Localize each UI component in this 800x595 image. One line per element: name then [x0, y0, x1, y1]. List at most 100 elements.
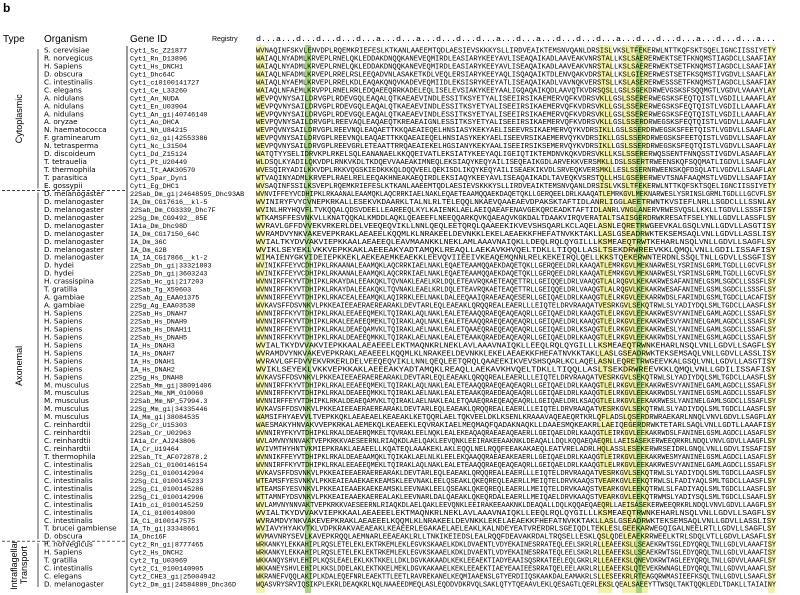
sequence: WTEAMSFYESVNKVLPKKEAIEAAEKAEKEAMSKLEEVNA… [256, 486, 777, 494]
organism: F. graminearum [44, 133, 100, 142]
organism: C. intestinalis [44, 500, 93, 509]
gene-id: IA_Hs_DNAH1 [130, 358, 175, 366]
sequence: WVKAVSFFDSVNKVLPKKEAIEEAERAEREARAKLDEVTA… [256, 470, 777, 478]
organism: N. tetrasperma [44, 141, 98, 150]
gene-id: 22Sg_Ci_0100145233 [130, 478, 203, 486]
organism: T. thermophila [43, 452, 96, 461]
sequence: WVNNIRFFKYVTDHIPKLRKALEEAEEQMEKLTQIRAKLA… [256, 462, 777, 470]
sequence: WVLAMVNYNNVAKTVEPKRKKVAESEERNLRIAQKDLAEL… [256, 438, 777, 446]
sequence: WEVPQVNYSAILDRVGPLREEVGRLETEAATTRRQAEAIE… [256, 143, 777, 151]
gene-id: 22Sab_Mm_NM_010060 [130, 390, 203, 398]
sequence: WVNNIRFFKYVTDHIPKLRKALDEAEEQMKKLTQIRAKLA… [256, 334, 777, 342]
organism: D. melanogaster [44, 221, 104, 230]
gene-id: 22Sab_Hc_gi|217203 [130, 279, 203, 287]
sequence: WVRAVLGFFDVVEKVRKERLDELVEEQEQVIKLLNNLQEQ… [256, 358, 777, 366]
gene-id: 22Sab_Ag_EAA01375 [130, 295, 199, 303]
sequence: WVRAMDVYNKVAKEVEPKRAKLAEAEELKQQMLKLNRAKE… [256, 231, 777, 239]
gene-id: IA_Dm_CG17616__kl-5 [130, 199, 208, 207]
organism: D. melanogaster [44, 213, 104, 222]
organism: M. musculus [44, 412, 89, 421]
organism: C. intestinalis [44, 516, 93, 525]
organism: H. crassispina [44, 277, 94, 286]
sequence: WATQTYYSELIDRVKPLRKELSQLEANANAELKKQQEIVA… [256, 151, 777, 159]
organism: C. reinhardtii [44, 420, 91, 429]
sequence: WAMSIFHYAEVVLTVEPKKQKLAEAEAELKEAEAKLKETQ… [256, 414, 777, 422]
sequence: WAIAQLNYADMLKRVEPLRNELQKLEDDAKDNQQKANEVE… [256, 63, 777, 71]
organism: H. Sapiens [44, 317, 82, 326]
type-header: Type [3, 34, 25, 45]
gene-id: IA_Hs_DNAH7 [130, 350, 175, 358]
organism: D. melanogaster [44, 580, 104, 589]
gene-id: 22Sab_Hs_DNAH9 [130, 319, 187, 327]
organism: A. gambiae [44, 301, 85, 310]
organism: M. musculus [44, 404, 89, 413]
organism: D. melanogaster [44, 205, 104, 214]
organism: H. Sapiens [44, 548, 82, 557]
type-label: Intraflagellar [9, 540, 19, 590]
organism: H. Sapiens [44, 61, 82, 70]
organism: M. musculus [44, 380, 89, 389]
gene-id: 22Sab_Hs_DNAH5 [130, 334, 187, 342]
gene-id: IA_Dm_62B [130, 247, 167, 255]
gene-id: 22Sab_Dm_CG3339_Dhc7F [130, 207, 216, 215]
gene-id: Cyt1_Dhc64C [130, 71, 175, 79]
gene-id: Cyt1_Gz_gi|42553386 [130, 135, 208, 143]
sequence: WVIKLSEYEKLVKKVEPKKAKLAEEEAKYADTAMQKLREA… [256, 247, 777, 255]
gene-id: IA1a_Dm_Dhc98D [130, 223, 187, 231]
organism: A. nidulans [44, 101, 84, 110]
organism: C. intestinalis [44, 484, 93, 493]
type-label: Cytoplasmic [14, 94, 24, 144]
organism: M. musculus [44, 388, 89, 397]
organism: R. norvegicus [44, 540, 93, 549]
sequence: WRKANKYLEKKAHIPLRQSLETELEKLEKTRKEMLEKLEG… [256, 542, 777, 550]
shade-green [636, 45, 642, 593]
gene-id: 22Sab_Dh_gi|3603243 [130, 271, 208, 279]
gene-id: IA_IA_CG17866__kl-2 [130, 255, 208, 263]
organism: T. parasitica [43, 173, 87, 182]
organism: E. gossypii [44, 181, 82, 190]
gene-id: 22Sg_Cr_U15303 [130, 422, 187, 430]
organism: H. Sapiens [44, 340, 82, 349]
gene-id: Cyt1_Eg_DHC1 [130, 183, 179, 191]
registry-header: Registry [212, 36, 238, 43]
organism: D. hydei [44, 261, 74, 270]
sequence: WIMAIENYGKVIDEIEPKKEKLAEKEAEMKEAEKKLEEVQ… [256, 255, 777, 263]
sequence: WVNNIRFFKYVTDHIPKLRKALEEAEEQMEKLTQIRAKLA… [256, 382, 777, 390]
sequence: WAIAQLNFAEMLKRVPPLRNELRRLEDQAEEQRRKADELE… [256, 87, 777, 95]
sequence: WVNNIKFFEYVTDHIPKLRKALDEAEAAMQKLTQIKAKLA… [256, 454, 777, 462]
sequence: WEVPQVNYSAILDRVGPLREEVAQLEAQAEQTKREAEAIG… [256, 119, 777, 127]
organism-header: Organism [44, 34, 87, 45]
sequence: WVNNIRFFEYVTDHIPKLRKACEALEEAMQKLAQIRRKLE… [256, 295, 777, 303]
shade-yellow [768, 45, 775, 593]
organism: H. Sapiens [44, 309, 82, 318]
sequence: WVIALTKYDVVAKVIEPKKAALAEAEEELEKTMAQNKRLN… [256, 510, 777, 518]
sequence: WVNNIRFFEYVTDHIPKLRKALDEAEQAMVKLTQIRAKLA… [256, 398, 777, 406]
gene-id: 22Sg_Mm_gi|34335446 [130, 406, 208, 414]
organism: A. oryzae [44, 117, 78, 126]
gene-id: Cyt1_Nc_L31504 [130, 143, 187, 151]
gene-id: Cyt2_Rn_gi|8777465 [130, 542, 203, 550]
panel-label: b [3, 1, 10, 15]
sequence: WVNNIRFFKYVTDHIPKLRKAYDALEEAKQKLTQVNAKLE… [256, 279, 777, 287]
sequence: WEVPQVNYSAILDRVGPLREEVNQLEAQAETTKKQAEAIE… [256, 127, 777, 135]
gene-id: Cyt1_Dd_Z15124 [130, 151, 187, 159]
gene-id: IA1a_Cr_AJ243806 [130, 438, 195, 446]
gene-id: Cyt1_Spar_Dyn1 [130, 175, 187, 183]
organism: D. obscura [44, 69, 83, 78]
shade-yellow [256, 45, 265, 593]
organism: M. musculus [44, 396, 89, 405]
gene-id: 22Sab_Tt_AF072878.2 [130, 454, 208, 462]
organism: C. intestinalis [44, 460, 93, 469]
sequence: WVNVIFFEYVCDHIPKLRKAANALEAAMQKLAQCRRKIAE… [256, 191, 777, 199]
type-label: Transport [19, 546, 29, 585]
organism: H. Sapiens [44, 348, 82, 357]
organism: H. Sapiens [44, 332, 82, 341]
gene-id: IA_Dm_CG17150_64C [130, 231, 199, 239]
sequence: WKKANQYSHVLEHIPLKQSLEAELEKLKKTKKELLDKLDG… [256, 558, 777, 566]
sequence: WAIAQLNYAEMLKRVEPLRRELKDLEAQAKQNQVKADEVE… [256, 79, 777, 87]
organism: C. intestinalis [44, 468, 93, 477]
gene-id: IA_Dm_36C [130, 239, 167, 247]
sequence: WVNNIRYFKYVTDHIPKLRKALDEAERQMKELTQVRAKLE… [256, 430, 777, 438]
organism: T. brucei gambiense [43, 524, 117, 533]
gene-id: Cyt1_Rn_D13896 [130, 55, 187, 63]
